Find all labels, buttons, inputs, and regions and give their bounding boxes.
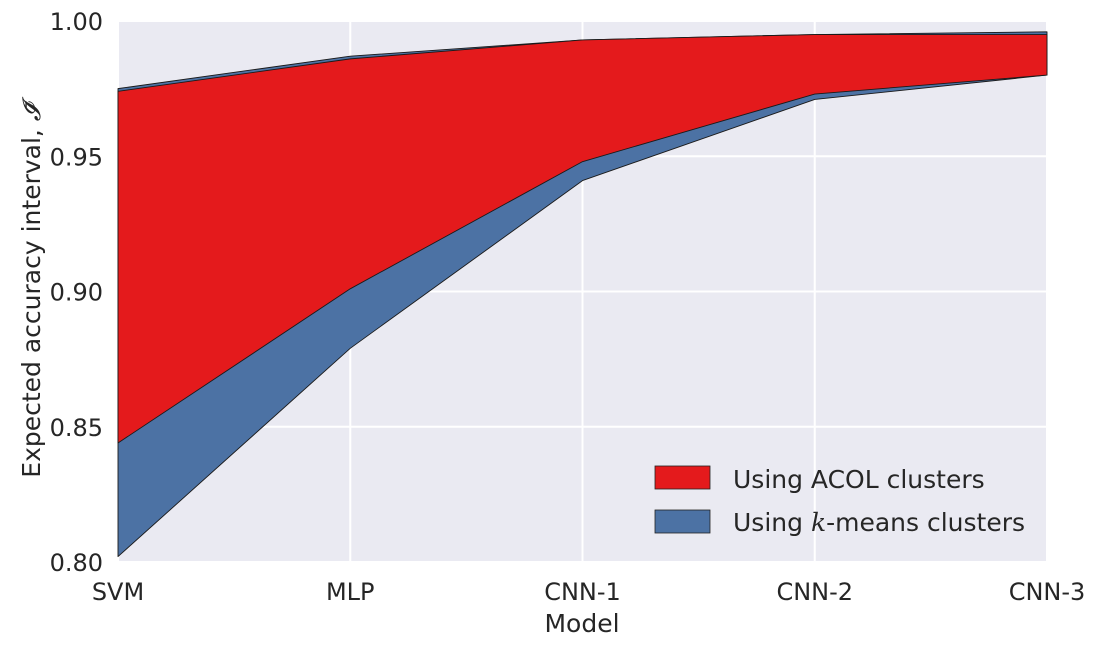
y-tick-label: 0.80 <box>50 549 103 577</box>
data-areas <box>117 31 1048 558</box>
x-tick-label: SVM <box>92 578 144 606</box>
legend: Using ACOL clusters Using k-means cluste… <box>654 465 1025 537</box>
y-tick-label: 0.90 <box>50 279 103 307</box>
legend-swatch-kmeans <box>654 509 711 534</box>
area-acol-clusters <box>117 34 1048 444</box>
y-tick-label: 1.00 <box>50 8 103 36</box>
y-tick-label: 0.95 <box>50 143 103 171</box>
x-tick-label: CNN-1 <box>544 578 621 606</box>
y-axis-label: Expected accuracy interval, 𝓘̄ <box>17 96 46 478</box>
legend-swatch-acol <box>654 465 711 490</box>
x-tick-label: MLP <box>326 578 375 606</box>
x-tick-label: CNN-2 <box>776 578 853 606</box>
legend-label-acol: Using ACOL clusters <box>733 465 985 494</box>
legend-label-kmeans: Using k-means clusters <box>733 508 1025 537</box>
x-axis-label: Model <box>544 609 619 638</box>
x-tick-labels: SVM MLP CNN-1 CNN-2 CNN-3 <box>92 578 1085 606</box>
y-tick-labels: 0.80 0.85 0.90 0.95 1.00 <box>50 8 103 577</box>
x-tick-label: CNN-3 <box>1009 578 1086 606</box>
y-tick-label: 0.85 <box>50 414 103 442</box>
